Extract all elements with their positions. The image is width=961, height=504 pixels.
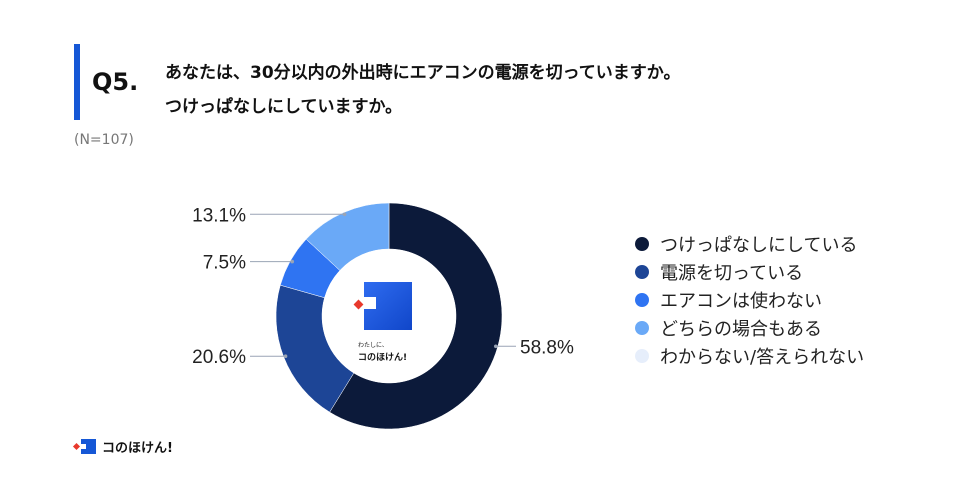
legend-item-4: どちらの場合もある: [635, 314, 864, 342]
data-label-3: 7.5%: [203, 253, 246, 274]
legend-label: どちらの場合もある: [660, 319, 822, 340]
logo-tagline: わたしに、: [358, 342, 388, 349]
logo-name: コのほけん!: [358, 353, 408, 363]
legend-item-2: 電源を切っている: [635, 258, 864, 286]
sample-size: (N=107): [74, 132, 134, 148]
legend-label: 電源を切っている: [660, 263, 804, 284]
legend-item-5: わからない/答えられない: [635, 342, 864, 370]
question-line-1: あなたは、30分以内の外出時にエアコンの電源を切っていますか。: [165, 63, 681, 83]
footer-square-icon: [81, 439, 96, 454]
legend-item-3: エアコンは使わない: [635, 286, 864, 314]
legend-swatch: [635, 293, 649, 307]
legend-swatch: [635, 321, 649, 335]
question-accent-bar: [74, 44, 80, 120]
legend: つけっぱなしにしている 電源を切っている エアコンは使わない どちらの場合もあるわから…: [635, 230, 864, 370]
data-label-1: 58.8%: [520, 337, 574, 358]
leader-dot-2: [283, 354, 288, 359]
legend-swatch: [635, 349, 649, 363]
question-number: Q5.: [92, 68, 139, 96]
legend-item-1: つけっぱなしにしている: [635, 230, 864, 258]
data-label-2: 20.6%: [192, 347, 246, 368]
question-line-2: つけっぱなしにしていますか。: [165, 97, 403, 117]
leader-dot-1: [493, 344, 498, 349]
footer-logo: コのほけん!: [72, 437, 173, 456]
leader-dot-3: [290, 259, 295, 264]
legend-label: エアコンは使わない: [660, 291, 822, 312]
question-text: あなたは、30分以内の外出時にエアコンの電源を切っていますか。 つけっぱなしにし…: [165, 56, 680, 124]
legend-swatch: [635, 237, 649, 251]
leader-dot-4: [342, 212, 347, 217]
legend-label: つけっぱなしにしている: [660, 235, 858, 256]
data-label-4: 13.1%: [192, 205, 246, 226]
footer-diamond-icon: [72, 442, 81, 451]
footer-brand-name: コのほけん!: [102, 441, 173, 456]
legend-swatch: [635, 265, 649, 279]
legend-label: わからない/答えられない: [660, 347, 865, 368]
